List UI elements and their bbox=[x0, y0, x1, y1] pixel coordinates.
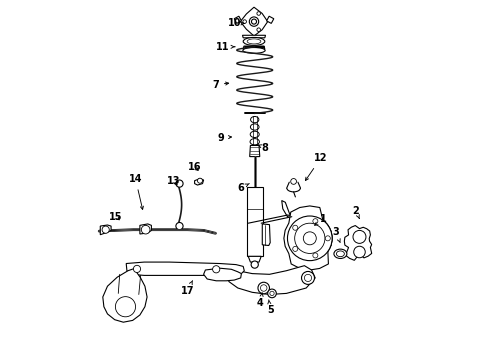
Circle shape bbox=[304, 274, 312, 282]
Circle shape bbox=[261, 285, 267, 291]
Text: 4: 4 bbox=[257, 293, 264, 308]
Circle shape bbox=[116, 297, 136, 317]
Ellipse shape bbox=[250, 139, 259, 145]
Polygon shape bbox=[195, 179, 204, 185]
Circle shape bbox=[268, 289, 276, 298]
Ellipse shape bbox=[250, 117, 259, 123]
Circle shape bbox=[243, 20, 246, 23]
Circle shape bbox=[301, 271, 315, 284]
Circle shape bbox=[353, 230, 366, 243]
Polygon shape bbox=[250, 145, 260, 157]
Circle shape bbox=[197, 178, 202, 183]
Circle shape bbox=[249, 17, 259, 26]
Text: 2: 2 bbox=[352, 206, 359, 219]
Ellipse shape bbox=[243, 48, 265, 53]
Circle shape bbox=[257, 12, 261, 15]
Polygon shape bbox=[103, 268, 147, 322]
Ellipse shape bbox=[243, 37, 265, 45]
Polygon shape bbox=[262, 224, 270, 246]
Text: 1: 1 bbox=[315, 214, 327, 225]
Circle shape bbox=[313, 219, 318, 224]
Circle shape bbox=[176, 180, 183, 187]
Circle shape bbox=[141, 225, 150, 234]
Circle shape bbox=[176, 222, 183, 230]
Circle shape bbox=[270, 291, 274, 296]
Circle shape bbox=[294, 223, 325, 253]
Circle shape bbox=[354, 246, 365, 258]
Polygon shape bbox=[100, 225, 111, 235]
Circle shape bbox=[294, 223, 325, 253]
Text: 12: 12 bbox=[305, 153, 327, 180]
Polygon shape bbox=[344, 226, 372, 260]
Text: 13: 13 bbox=[167, 176, 180, 186]
Text: 3: 3 bbox=[332, 227, 340, 243]
Text: 8: 8 bbox=[258, 143, 268, 153]
Circle shape bbox=[102, 226, 109, 233]
Polygon shape bbox=[204, 268, 242, 281]
Text: 10: 10 bbox=[227, 18, 244, 28]
Text: 17: 17 bbox=[181, 280, 194, 296]
Circle shape bbox=[291, 179, 296, 184]
Polygon shape bbox=[229, 266, 315, 294]
Polygon shape bbox=[140, 224, 151, 234]
Ellipse shape bbox=[250, 131, 259, 138]
Ellipse shape bbox=[247, 39, 261, 44]
Circle shape bbox=[293, 246, 298, 251]
Text: 9: 9 bbox=[217, 132, 231, 143]
Polygon shape bbox=[240, 7, 268, 36]
Circle shape bbox=[288, 216, 332, 261]
Text: 11: 11 bbox=[216, 42, 235, 52]
Circle shape bbox=[251, 19, 257, 24]
Text: 6: 6 bbox=[237, 183, 249, 193]
Polygon shape bbox=[126, 262, 245, 275]
Circle shape bbox=[313, 253, 318, 258]
Circle shape bbox=[258, 282, 270, 294]
Circle shape bbox=[303, 232, 316, 245]
Circle shape bbox=[293, 246, 298, 251]
Text: 14: 14 bbox=[129, 174, 144, 210]
Text: 16: 16 bbox=[188, 162, 201, 172]
Circle shape bbox=[293, 225, 298, 230]
Polygon shape bbox=[243, 35, 266, 38]
Circle shape bbox=[133, 265, 141, 273]
Polygon shape bbox=[243, 46, 265, 49]
Circle shape bbox=[288, 216, 332, 261]
Circle shape bbox=[313, 253, 318, 258]
Polygon shape bbox=[247, 187, 263, 256]
Circle shape bbox=[293, 225, 298, 230]
Ellipse shape bbox=[334, 249, 347, 258]
Polygon shape bbox=[248, 256, 261, 262]
Ellipse shape bbox=[250, 124, 259, 130]
Text: 15: 15 bbox=[109, 212, 123, 222]
Text: 7: 7 bbox=[212, 80, 229, 90]
Circle shape bbox=[213, 266, 220, 273]
Circle shape bbox=[313, 219, 318, 224]
Circle shape bbox=[325, 236, 330, 241]
Polygon shape bbox=[234, 16, 242, 23]
Circle shape bbox=[303, 232, 316, 245]
Ellipse shape bbox=[337, 251, 344, 257]
Polygon shape bbox=[282, 201, 290, 217]
Polygon shape bbox=[284, 206, 332, 270]
Circle shape bbox=[325, 236, 330, 241]
Polygon shape bbox=[267, 16, 274, 23]
Text: 5: 5 bbox=[267, 300, 273, 315]
Circle shape bbox=[257, 28, 261, 32]
Circle shape bbox=[251, 261, 258, 268]
